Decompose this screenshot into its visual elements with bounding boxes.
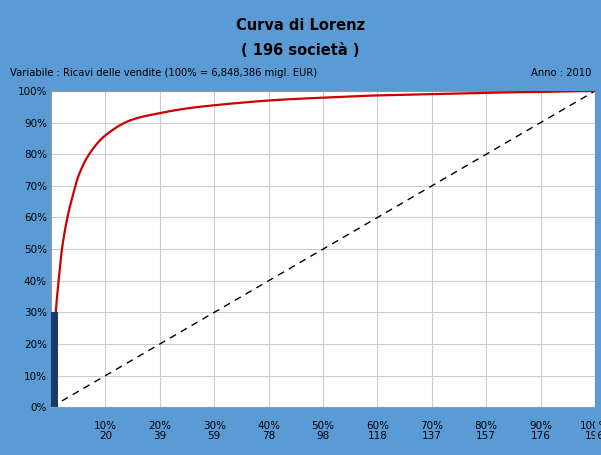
Text: 118: 118 xyxy=(367,431,388,441)
Text: 20%: 20% xyxy=(148,420,171,430)
Text: Curva di Lorenz: Curva di Lorenz xyxy=(236,18,365,33)
Text: 176: 176 xyxy=(531,431,551,441)
Text: Variabile : Ricavi delle vendite (100% = 6,848,386 migl. EUR): Variabile : Ricavi delle vendite (100% =… xyxy=(10,68,317,78)
Text: 80%: 80% xyxy=(475,420,498,430)
Text: 90%: 90% xyxy=(529,420,552,430)
Text: 39: 39 xyxy=(153,431,166,441)
Text: 59: 59 xyxy=(207,431,221,441)
Text: 137: 137 xyxy=(422,431,442,441)
Text: 70%: 70% xyxy=(420,420,444,430)
Text: 30%: 30% xyxy=(203,420,226,430)
Text: 100%: 100% xyxy=(580,420,601,430)
Bar xyxy=(51,313,58,407)
Text: 50%: 50% xyxy=(311,420,335,430)
Text: 78: 78 xyxy=(262,431,275,441)
Text: 10%: 10% xyxy=(94,420,117,430)
Text: ( 196 società ): ( 196 società ) xyxy=(241,43,360,58)
Text: 20: 20 xyxy=(99,431,112,441)
Text: 60%: 60% xyxy=(366,420,389,430)
Text: 196: 196 xyxy=(585,431,601,441)
Text: 98: 98 xyxy=(316,431,330,441)
Text: 157: 157 xyxy=(476,431,496,441)
Text: Anno : 2010: Anno : 2010 xyxy=(531,68,591,78)
Text: 40%: 40% xyxy=(257,420,280,430)
